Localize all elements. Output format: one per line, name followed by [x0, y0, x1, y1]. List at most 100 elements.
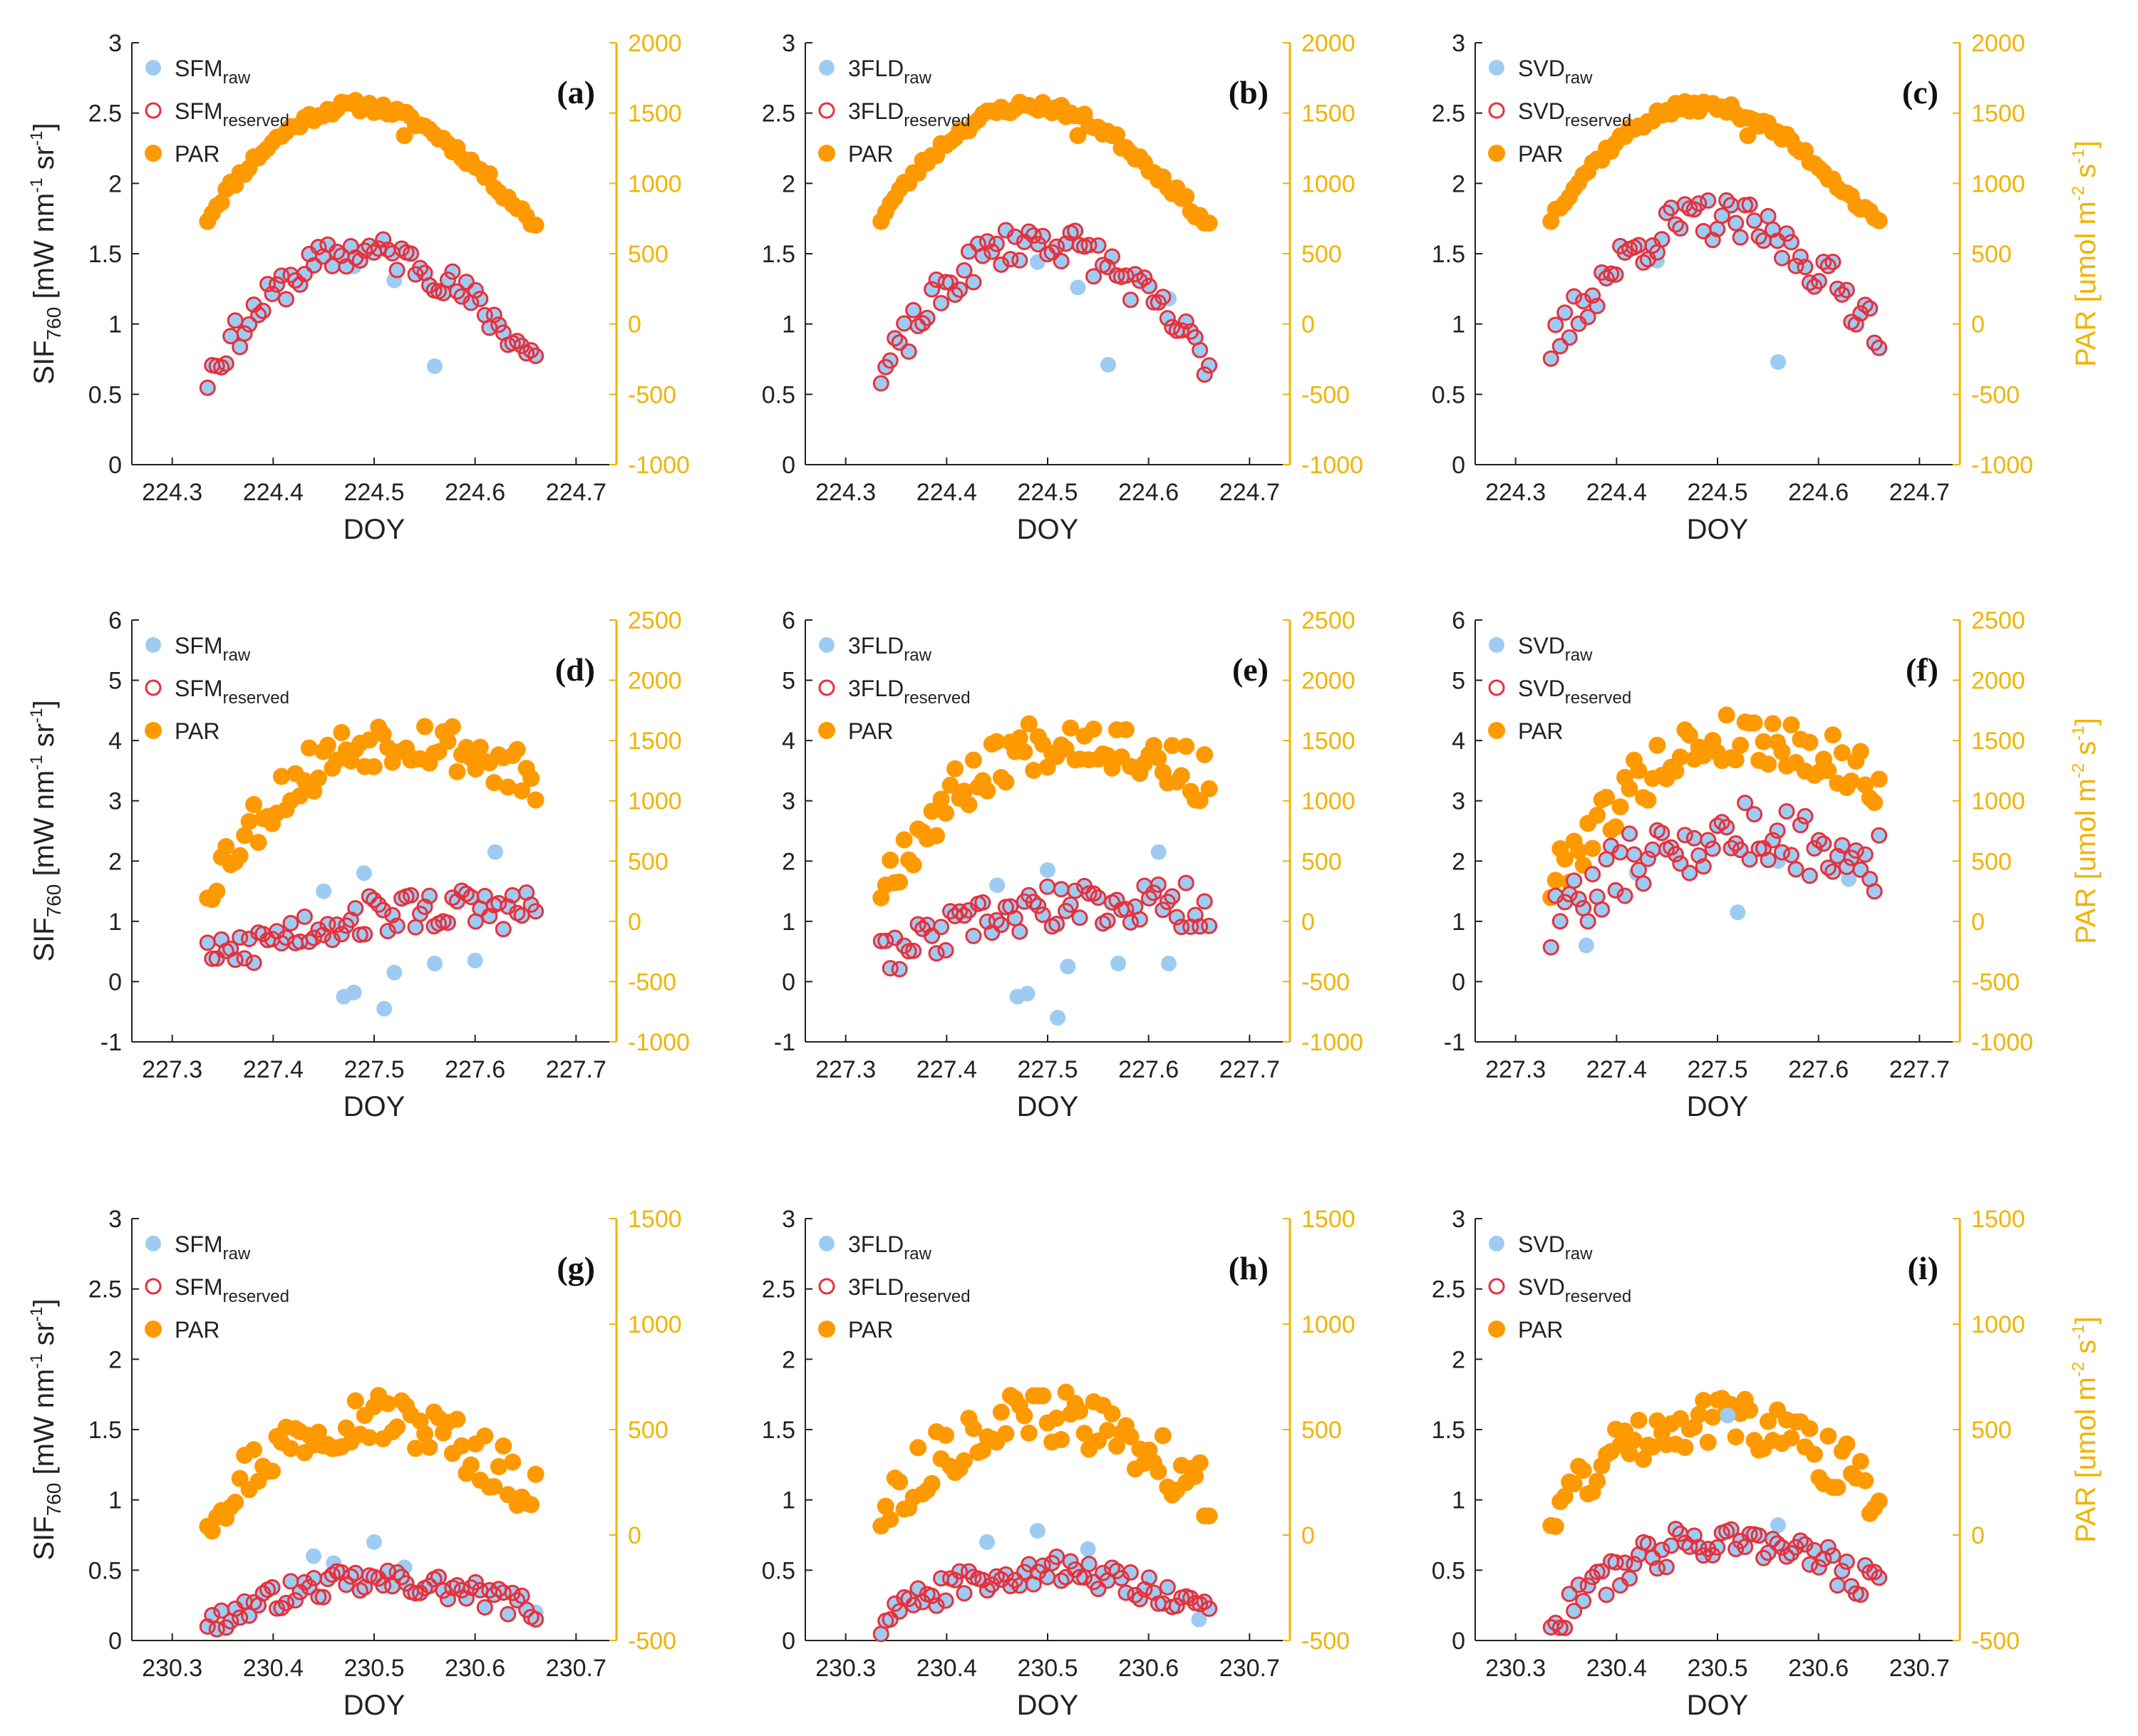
y-tick-label: 6 — [782, 607, 795, 634]
y-tick-label: 1.5 — [88, 241, 122, 268]
reserved-point — [1034, 227, 1051, 244]
reserved-point — [1551, 913, 1569, 930]
y2-tick-label: 0 — [628, 311, 641, 339]
legend: 3FLDraw 3FLDreserved PAR — [818, 633, 971, 744]
raw-point — [366, 1534, 382, 1550]
y-tick-label: 3 — [1452, 30, 1465, 57]
legend-reserved-label: SVDreserved — [1518, 98, 1631, 130]
reserved-point — [1085, 268, 1102, 285]
reserved-point — [347, 899, 364, 916]
x-tick-label: 227.5 — [1687, 1056, 1747, 1083]
reserved-point — [388, 917, 406, 934]
x-axis-title: DOY — [344, 514, 406, 545]
legend-raw-label: 3FLDraw — [848, 56, 932, 88]
reserved-point — [458, 274, 475, 291]
y-tick-label: 1 — [108, 909, 122, 936]
raw-point — [1778, 803, 1794, 820]
par-point — [1764, 715, 1782, 733]
y2-tick-label: 0 — [1301, 1522, 1315, 1549]
y2-tick-label: -500 — [1301, 1628, 1350, 1655]
par-point — [333, 724, 351, 742]
reserved-point — [403, 245, 420, 262]
reserved-point — [1681, 1538, 1698, 1555]
x-tick-label: 227.7 — [546, 1056, 606, 1083]
reserved-point — [301, 933, 318, 950]
legend-reserved-marker — [145, 679, 162, 696]
x-axis-title: DOY — [1687, 1091, 1749, 1122]
reserved-point — [375, 901, 392, 919]
reserved-point — [993, 916, 1010, 934]
y-tick-label: 3 — [782, 30, 795, 57]
x-tick-label: 227.3 — [1485, 1056, 1546, 1083]
raw-point — [356, 865, 372, 882]
legend-par-marker — [1488, 1321, 1505, 1338]
reserved-point — [946, 907, 964, 924]
reserved-point — [1750, 228, 1767, 245]
legend-raw-label: SVDraw — [1518, 1231, 1593, 1264]
par-point — [1824, 726, 1842, 744]
legend-reserved-label: SVDreserved — [1518, 1274, 1631, 1306]
reserved-point — [1635, 254, 1652, 271]
par-point — [319, 736, 336, 754]
y-tick-label: 2.5 — [88, 1276, 122, 1303]
par-point — [1625, 1431, 1643, 1449]
reserved-point — [1547, 316, 1564, 334]
par-point — [1870, 212, 1888, 229]
x-tick-label: 224.3 — [815, 479, 876, 506]
x-tick-label: 227.4 — [1586, 1056, 1647, 1083]
reserved-point — [1852, 1586, 1869, 1603]
y2-tick-label: 1500 — [1971, 100, 2025, 128]
reserved-point — [1551, 338, 1569, 355]
raw-point — [1612, 844, 1628, 860]
reserved-point — [1547, 1614, 1564, 1631]
x-tick-label: 224.6 — [445, 479, 505, 506]
x-tick-label: 227.5 — [344, 1056, 404, 1083]
reserved-point — [1570, 1576, 1587, 1593]
raw-point — [965, 928, 981, 944]
legend-reserved-marker — [145, 1278, 162, 1295]
legend-raw-label: SFMraw — [175, 56, 251, 88]
par-point — [1598, 788, 1616, 806]
reserved-point — [1062, 1553, 1079, 1570]
par-point — [490, 1458, 507, 1476]
par-point — [1648, 736, 1666, 754]
reserved-point — [366, 892, 383, 909]
y2-tick-label: 0 — [1971, 909, 1985, 936]
y-tick-label: 4 — [1452, 728, 1465, 755]
reserved-point — [1690, 195, 1708, 212]
raw-point — [1085, 268, 1102, 284]
par-point — [309, 769, 327, 787]
par-point — [909, 1439, 927, 1457]
reserved-point — [1861, 300, 1879, 317]
y-tick-label: 2 — [1452, 170, 1465, 197]
reserved-point — [1824, 1547, 1842, 1564]
par-point — [208, 882, 226, 900]
y-axis-title: SIF760 [mW nm-1 sr-1] — [27, 123, 65, 384]
legend-raw-label: SFMraw — [175, 633, 251, 665]
par-series — [199, 1387, 544, 1540]
panel-label: (h) — [1229, 1250, 1269, 1286]
par-point — [941, 776, 959, 794]
reserved-point — [1090, 237, 1107, 254]
par-point — [1062, 719, 1080, 737]
reserved-point — [1131, 911, 1148, 928]
reserved-point — [974, 247, 991, 264]
reserved-point — [1140, 889, 1157, 906]
par-point — [1154, 1427, 1172, 1445]
reserved-point — [305, 257, 322, 274]
y2-tick-label: 0 — [1971, 1522, 1985, 1549]
reserved-point — [872, 375, 889, 392]
legend-raw-marker — [145, 1236, 161, 1251]
reserved-point — [1769, 1535, 1786, 1552]
y2-tick-label: 1000 — [1971, 1311, 2025, 1338]
reserved-point — [250, 306, 267, 324]
reserved-point — [1607, 882, 1624, 899]
par-point — [1819, 762, 1837, 780]
reserved-point — [1566, 872, 1583, 889]
reserved-point — [379, 1562, 396, 1579]
par-point — [904, 856, 922, 874]
y-tick-label: 1.5 — [1432, 1417, 1465, 1444]
y2-tick-label: 0 — [1301, 909, 1315, 936]
x-tick-label: 230.4 — [916, 1655, 977, 1682]
reserved-point — [310, 921, 327, 939]
